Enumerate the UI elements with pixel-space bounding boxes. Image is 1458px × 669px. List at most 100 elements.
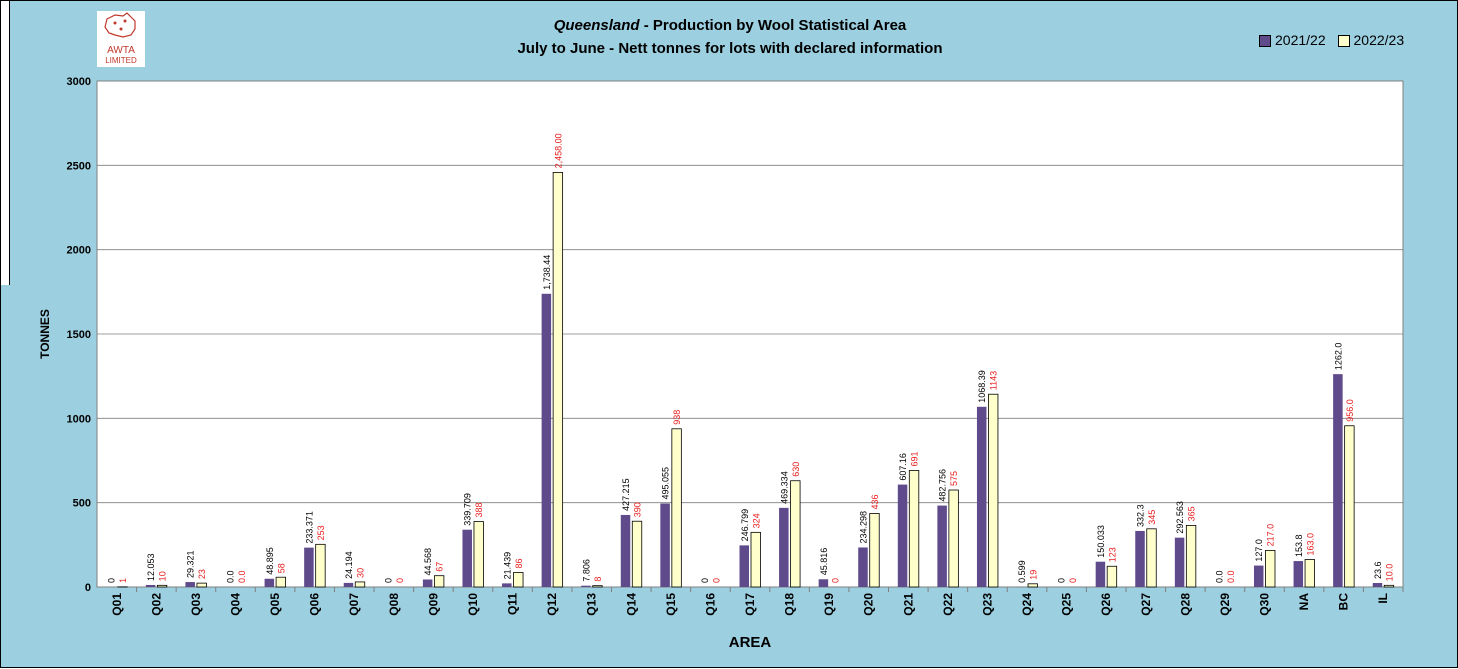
bar-2022-23	[197, 583, 207, 587]
data-label: 23.6	[1373, 561, 1383, 579]
data-label: 0	[395, 578, 405, 583]
bar-2021-22	[1333, 374, 1343, 587]
bar-2022-23	[316, 544, 326, 587]
data-label: 0	[384, 578, 394, 583]
data-label: 0	[830, 578, 840, 583]
bar-2021-22	[937, 506, 947, 587]
bar-2021-22	[185, 582, 195, 587]
bar-2022-23	[909, 470, 919, 587]
bar-2021-22	[1294, 561, 1304, 587]
y-tick-label: 1000	[67, 413, 91, 425]
x-tick-label: Q24	[1020, 593, 1034, 616]
data-label: 0	[700, 578, 710, 583]
data-label: 1,738.44	[542, 255, 552, 290]
data-label: 10.0	[1384, 564, 1394, 582]
bar-2022-23	[988, 394, 998, 587]
x-tick-label: Q12	[545, 593, 559, 616]
x-tick-label: Q16	[703, 593, 717, 616]
data-label: 253	[316, 525, 326, 540]
bar-2022-23	[1265, 550, 1275, 587]
y-axis-title: TONNES	[38, 309, 52, 359]
data-label: 2,458.00	[553, 133, 563, 168]
bar-2022-23	[434, 576, 444, 587]
bar-2022-23	[672, 429, 682, 587]
bar-2022-23	[870, 513, 880, 587]
data-label: 332.3	[1136, 504, 1146, 527]
bar-2022-23	[355, 582, 365, 587]
x-tick-label: Q21	[901, 593, 915, 616]
bar-2021-22	[740, 545, 750, 587]
data-label: 127.0	[1254, 539, 1264, 562]
data-label: 0.599	[1017, 560, 1027, 583]
data-label: 630	[791, 462, 801, 477]
bar-2022-23	[276, 577, 286, 587]
bar-2021-22	[581, 586, 591, 587]
data-label: 0	[1068, 578, 1078, 583]
data-label: 575	[949, 471, 959, 486]
bar-2022-23	[1345, 426, 1355, 587]
x-tick-label: Q11	[506, 593, 520, 615]
data-label: 29.321	[186, 551, 196, 579]
data-label: 0	[712, 578, 722, 583]
bar-2021-22	[660, 504, 670, 587]
data-label: 67	[435, 562, 445, 572]
bar-2022-23	[1186, 525, 1196, 587]
data-label: 10	[158, 571, 168, 581]
data-label: 7.806	[581, 559, 591, 582]
bar-2022-23	[1107, 566, 1117, 587]
data-label: 495.055	[661, 467, 671, 500]
bar-2021-22	[146, 585, 156, 587]
data-label: 21.439	[502, 552, 512, 580]
data-label: 0.0	[225, 570, 235, 583]
bar-2021-22	[1135, 531, 1145, 587]
bar-2022-23	[553, 172, 563, 587]
y-tick-label: 2500	[67, 160, 91, 172]
data-label: 0	[1056, 578, 1066, 583]
bar-2022-23	[157, 585, 167, 587]
y-tick-label: 2000	[67, 245, 91, 257]
data-label: 12.053	[146, 553, 156, 581]
x-tick-label: Q04	[229, 593, 243, 616]
x-tick-label: Q07	[347, 593, 361, 616]
x-tick-label: Q02	[149, 593, 163, 616]
data-label: 365	[1187, 506, 1197, 521]
data-label: 86	[514, 558, 524, 568]
x-tick-label: Q05	[268, 593, 282, 616]
bar-2021-22	[1373, 583, 1383, 587]
x-tick-label: Q17	[743, 593, 757, 616]
data-label: 24.194	[344, 551, 354, 579]
data-label: 150.033	[1096, 525, 1106, 558]
data-label: 1	[118, 578, 128, 583]
bar-2021-22	[265, 579, 275, 587]
data-label: 390	[633, 502, 643, 517]
x-tick-label: Q22	[941, 593, 955, 616]
data-label: 0.0	[237, 570, 247, 583]
bar-2021-22	[1096, 562, 1106, 587]
x-tick-label: Q03	[189, 593, 203, 616]
x-tick-label: Q20	[862, 593, 876, 616]
data-label: 1262.0	[1333, 343, 1343, 371]
bar-2022-23	[593, 586, 603, 587]
data-label: 48.895	[265, 547, 275, 575]
data-label: 0.0	[1226, 570, 1236, 583]
data-label: 123	[1107, 547, 1117, 562]
x-tick-label: Q30	[1257, 593, 1271, 616]
data-label: 19	[1028, 570, 1038, 580]
bar-2021-22	[502, 583, 512, 587]
x-tick-label: Q28	[1178, 593, 1192, 616]
bar-2022-23	[751, 532, 761, 587]
data-label: 30	[355, 568, 365, 578]
data-label: 234.298	[858, 511, 868, 544]
bar-2021-22	[304, 548, 314, 587]
y-tick-label: 500	[73, 498, 91, 510]
data-label: 45.816	[819, 548, 829, 576]
data-label: 246.799	[740, 509, 750, 542]
bar-2022-23	[1147, 529, 1157, 587]
data-label: 324	[751, 513, 761, 528]
data-label: 233.371	[304, 511, 314, 544]
data-label: 153.8	[1294, 535, 1304, 558]
bar-2021-22	[1175, 538, 1185, 587]
x-tick-label: Q08	[387, 593, 401, 616]
x-tick-label: BC	[1337, 593, 1351, 611]
